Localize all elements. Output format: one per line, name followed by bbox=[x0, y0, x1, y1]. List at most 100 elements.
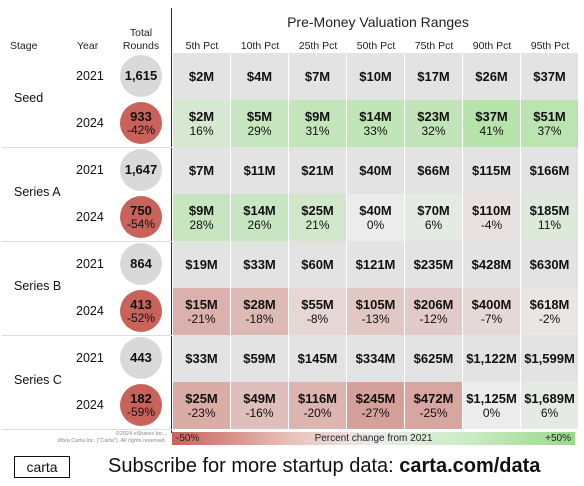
total-rounds-value: 1,647 bbox=[124, 162, 158, 177]
valuation-cell: $37M 41% bbox=[463, 100, 521, 147]
total-rounds-change: -59% bbox=[126, 404, 155, 419]
valuation-cell: $70M 6% bbox=[405, 194, 463, 241]
stage-divider bbox=[2, 147, 172, 148]
valuation-value: $1,689M bbox=[524, 391, 575, 406]
valuation-cell: $115M bbox=[463, 147, 521, 194]
footer-cta-prefix: Subscribe for more startup data: bbox=[108, 455, 400, 477]
valuation-cell: $110M -4% bbox=[463, 194, 521, 241]
valuation-value: $7M bbox=[188, 163, 215, 178]
year-label: 2024 bbox=[76, 303, 104, 318]
valuation-change: 33% bbox=[363, 124, 388, 138]
column-header: 25th Pct bbox=[298, 40, 338, 52]
valuation-value: $49M bbox=[243, 391, 276, 406]
valuation-value: $428M bbox=[471, 257, 512, 272]
year-label: 2021 bbox=[76, 350, 104, 365]
valuation-value: $472M bbox=[413, 391, 454, 406]
valuation-value: $7M bbox=[304, 69, 331, 84]
valuation-cell: $14M 26% bbox=[231, 194, 289, 241]
valuation-value: $115M bbox=[471, 163, 512, 178]
valuation-cell: $2M bbox=[173, 53, 231, 100]
valuation-value: $334M bbox=[355, 351, 396, 366]
valuation-change: 0% bbox=[482, 406, 501, 420]
valuation-cell: $121M bbox=[347, 241, 405, 288]
stage-label: Series A bbox=[14, 185, 61, 199]
valuation-value: $25M bbox=[301, 203, 334, 218]
valuation-cell: $1,125M 0% bbox=[463, 382, 521, 429]
valuation-change: -23% bbox=[187, 406, 216, 420]
valuation-value: $145M bbox=[297, 351, 338, 366]
valuation-cell: $2M 16% bbox=[173, 100, 231, 147]
valuation-cell: $37M bbox=[521, 53, 579, 100]
stage-label: Seed bbox=[14, 91, 44, 105]
valuation-value: $245M bbox=[355, 391, 396, 406]
valuation-value: $60M bbox=[301, 257, 334, 272]
copyright-line-1: ©2024 eShares Inc., bbox=[115, 431, 166, 437]
valuation-change: -25% bbox=[419, 406, 448, 420]
valuation-cell: $245M -27% bbox=[347, 382, 405, 429]
valuation-cell: $10M bbox=[347, 53, 405, 100]
valuation-cell: $472M -25% bbox=[405, 382, 463, 429]
valuation-cell: $1,599M bbox=[521, 335, 579, 382]
total-rounds-badge: 864 bbox=[120, 243, 162, 285]
valuation-value: $9M bbox=[304, 109, 331, 124]
valuation-cell: $26M bbox=[463, 53, 521, 100]
valuation-cell: $334M bbox=[347, 335, 405, 382]
valuation-value: $10M bbox=[359, 69, 392, 84]
valuation-cell: $5M 29% bbox=[231, 100, 289, 147]
valuation-change: -12% bbox=[419, 312, 448, 326]
valuation-value: $28M bbox=[243, 297, 276, 312]
valuation-value: $1,599M bbox=[524, 351, 575, 366]
copyright-line-2: d/b/a Carta Inc. ("Carta"). All rights r… bbox=[57, 438, 166, 444]
valuation-cell: $25M 21% bbox=[289, 194, 347, 241]
valuation-cell: $51M 37% bbox=[521, 100, 579, 147]
valuation-change: -16% bbox=[245, 406, 274, 420]
valuation-value: $625M bbox=[413, 351, 454, 366]
total-rounds-change: -52% bbox=[126, 310, 155, 325]
valuation-cell: $7M bbox=[289, 53, 347, 100]
column-header: 75th Pct bbox=[414, 40, 454, 52]
total-rounds-badge: 182 -59% bbox=[120, 384, 162, 426]
total-rounds-change: -54% bbox=[126, 216, 155, 231]
year-label: 2021 bbox=[76, 68, 104, 83]
valuation-cell: $618M -2% bbox=[521, 288, 579, 335]
valuation-value: $19M bbox=[185, 257, 218, 272]
total-rounds-badge: 1,615 bbox=[120, 55, 162, 97]
valuation-change: 21% bbox=[305, 218, 330, 232]
stage-divider bbox=[2, 335, 172, 336]
valuation-value: $400M bbox=[471, 297, 512, 312]
year-label: 2021 bbox=[76, 162, 104, 177]
valuation-value: $1,122M bbox=[466, 351, 517, 366]
valuation-cell: $33M bbox=[173, 335, 231, 382]
valuation-value: $105M bbox=[355, 297, 396, 312]
total-rounds-value: 933 bbox=[130, 108, 152, 124]
valuation-value: $121M bbox=[355, 257, 396, 272]
valuation-cell: $11M bbox=[231, 147, 289, 194]
legend-max-label: +50% bbox=[545, 433, 571, 444]
footer-cta-link[interactable]: carta.com/data bbox=[399, 455, 541, 477]
valuation-change: -4% bbox=[480, 218, 503, 232]
valuation-change: 11% bbox=[537, 218, 562, 232]
total-rounds-header-1: Total bbox=[129, 27, 153, 39]
total-rounds-value: 864 bbox=[130, 256, 152, 271]
valuation-value: $630M bbox=[529, 257, 570, 272]
valuation-cell: $206M -12% bbox=[405, 288, 463, 335]
valuation-cell: $40M bbox=[347, 147, 405, 194]
valuation-change: 16% bbox=[189, 124, 214, 138]
valuation-value: $5M bbox=[246, 109, 273, 124]
year-label: 2024 bbox=[76, 115, 104, 130]
valuation-value: $206M bbox=[413, 297, 454, 312]
total-rounds-value: 413 bbox=[130, 296, 152, 312]
total-rounds-badge: 750 -54% bbox=[120, 196, 162, 238]
valuation-value: $25M bbox=[185, 391, 218, 406]
carta-logo-text: carta bbox=[26, 459, 58, 475]
vertical-divider bbox=[171, 8, 172, 433]
year-label: 2021 bbox=[76, 256, 104, 271]
valuation-cell: $428M bbox=[463, 241, 521, 288]
valuation-value: $23M bbox=[417, 109, 450, 124]
valuation-value: $26M bbox=[475, 69, 508, 84]
stage-label: Series B bbox=[14, 279, 62, 293]
valuation-cell: $9M 31% bbox=[289, 100, 347, 147]
valuation-change: -18% bbox=[245, 312, 274, 326]
legend-gradient-bar bbox=[172, 432, 575, 445]
legend-center-label: Percent change from 2021 bbox=[314, 433, 433, 444]
